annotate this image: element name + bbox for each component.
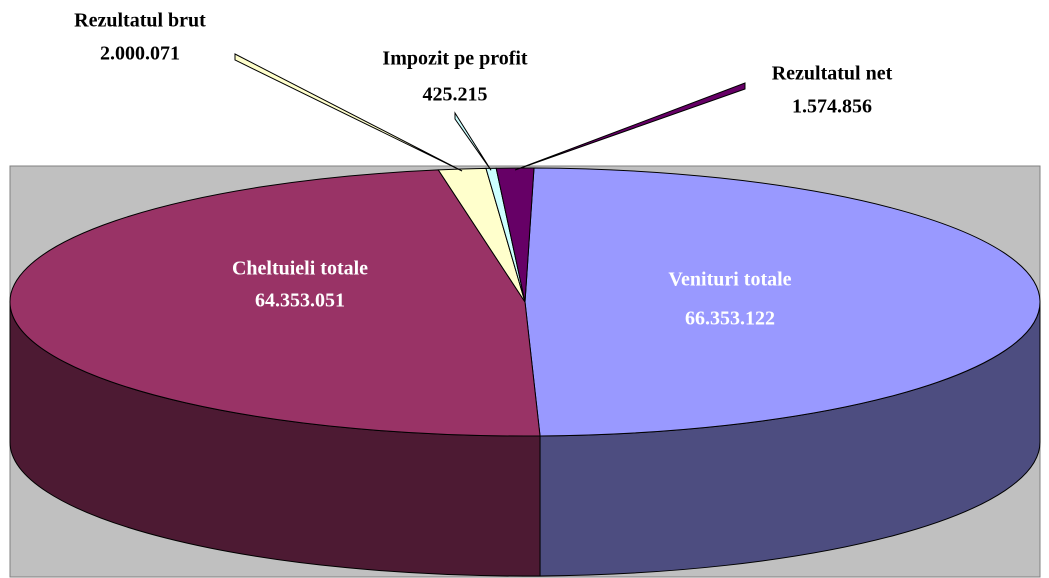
slice: [495, 167, 535, 303]
slice-value: 64.353.051: [255, 290, 345, 312]
slice-label: Venituri totale: [668, 269, 791, 291]
leader-line: [514, 82, 746, 171]
slice-value: 2.000.071: [100, 43, 180, 65]
leader-line: [234, 53, 463, 172]
slice-label: Rezultatul brut: [74, 10, 206, 32]
slice: [524, 167, 1041, 437]
slice-label: Cheltuieli totale: [232, 258, 368, 280]
slice-value: 66.353.122: [685, 308, 775, 330]
slice-label: Rezultatul net: [772, 63, 893, 85]
slice: [9, 169, 541, 437]
slice-label: Impozit pe profit: [382, 48, 528, 70]
slice-value: 1.574.856: [792, 96, 872, 118]
slice-value: 425.215: [423, 84, 488, 106]
leader-line: [454, 111, 492, 171]
